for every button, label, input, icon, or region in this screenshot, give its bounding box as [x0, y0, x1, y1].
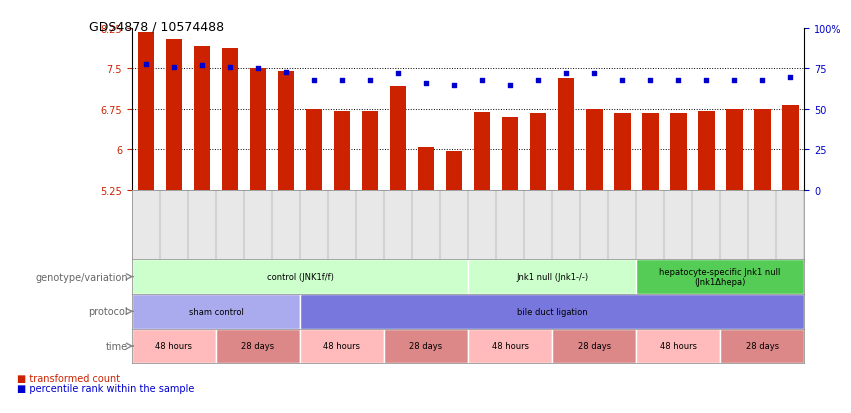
Bar: [300, 329, 384, 363]
Text: genotype/variation: genotype/variation: [35, 272, 128, 282]
Text: Jnk1 null (Jnk1-/-): Jnk1 null (Jnk1-/-): [516, 273, 588, 281]
Bar: [614, 114, 631, 190]
Point: [251, 66, 265, 73]
Point: [784, 74, 797, 81]
Text: 28 days: 28 days: [578, 342, 611, 351]
Point: [531, 77, 545, 84]
Bar: [557, 79, 574, 190]
Text: protocol: protocol: [88, 306, 128, 316]
Point: [363, 77, 377, 84]
Bar: [132, 294, 300, 329]
Bar: [552, 329, 636, 363]
Point: [279, 69, 293, 76]
Text: time: time: [106, 341, 128, 351]
Bar: [418, 147, 434, 190]
Text: GDS4878 / 10574488: GDS4878 / 10574488: [89, 21, 225, 33]
Bar: [132, 329, 216, 363]
Bar: [501, 118, 518, 190]
Point: [728, 77, 741, 84]
Point: [643, 77, 657, 84]
Text: ■ percentile rank within the sample: ■ percentile rank within the sample: [17, 383, 194, 393]
Point: [448, 82, 461, 89]
Text: 48 hours: 48 hours: [660, 342, 697, 351]
Bar: [698, 111, 715, 190]
Bar: [468, 260, 636, 294]
Text: 28 days: 28 days: [242, 342, 275, 351]
Point: [223, 64, 237, 71]
Point: [615, 77, 629, 84]
Point: [420, 81, 433, 87]
Bar: [446, 152, 462, 190]
Point: [167, 64, 180, 71]
Bar: [165, 40, 182, 190]
Bar: [277, 72, 294, 190]
Point: [139, 61, 152, 68]
Text: 48 hours: 48 hours: [156, 342, 192, 351]
Text: control (JNK1f/f): control (JNK1f/f): [266, 273, 334, 281]
Bar: [754, 110, 771, 190]
Text: 28 days: 28 days: [745, 342, 779, 351]
Text: 48 hours: 48 hours: [492, 342, 528, 351]
Bar: [216, 329, 300, 363]
Point: [559, 71, 573, 77]
Text: 28 days: 28 days: [409, 342, 443, 351]
Bar: [138, 33, 154, 190]
Point: [756, 77, 769, 84]
Bar: [642, 114, 659, 190]
Bar: [636, 260, 804, 294]
Bar: [384, 329, 468, 363]
Text: hepatocyte-specific Jnk1 null
(Jnk1Δhepa): hepatocyte-specific Jnk1 null (Jnk1Δhepa…: [660, 267, 781, 287]
Bar: [585, 110, 603, 190]
Point: [671, 77, 685, 84]
Bar: [529, 114, 546, 190]
Bar: [670, 114, 687, 190]
Point: [391, 71, 405, 77]
Bar: [193, 47, 210, 190]
Bar: [306, 110, 323, 190]
Point: [475, 77, 488, 84]
Bar: [221, 49, 238, 190]
Bar: [362, 111, 379, 190]
Point: [307, 77, 321, 84]
Text: ■ transformed count: ■ transformed count: [17, 373, 120, 383]
Point: [503, 82, 517, 89]
Text: bile duct ligation: bile duct ligation: [517, 307, 587, 316]
Bar: [249, 69, 266, 190]
Bar: [720, 329, 804, 363]
Bar: [390, 86, 407, 190]
Bar: [726, 110, 743, 190]
Bar: [636, 329, 720, 363]
Point: [587, 71, 601, 77]
Text: sham control: sham control: [189, 307, 243, 316]
Point: [195, 63, 208, 69]
Bar: [474, 112, 490, 190]
Point: [335, 77, 349, 84]
Bar: [782, 106, 798, 190]
Text: 48 hours: 48 hours: [323, 342, 361, 351]
Bar: [132, 260, 468, 294]
Bar: [468, 329, 552, 363]
Bar: [334, 111, 351, 190]
Bar: [300, 294, 804, 329]
Point: [700, 77, 713, 84]
